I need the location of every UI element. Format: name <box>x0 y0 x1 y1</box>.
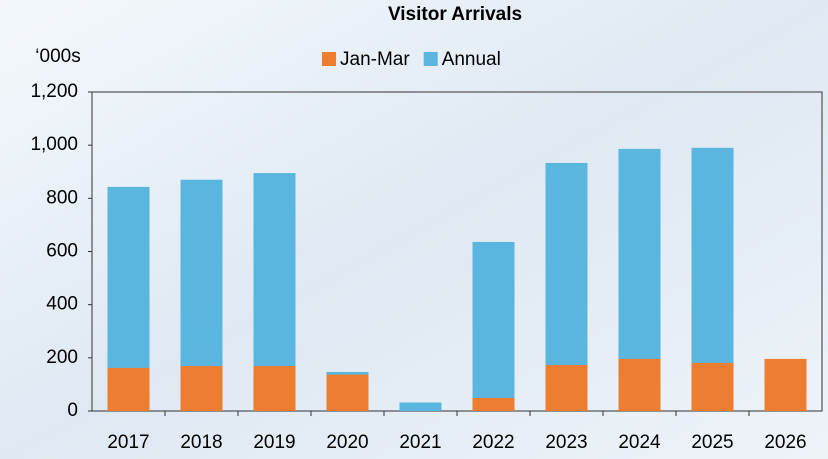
bar <box>253 366 296 411</box>
bar <box>618 358 661 411</box>
x-tick-label: 2024 <box>618 432 661 453</box>
y-tick-label: 800 <box>46 187 78 208</box>
x-tick-label: 2018 <box>180 432 222 453</box>
x-tick-label: 2017 <box>107 432 149 453</box>
legend-swatch <box>322 52 336 66</box>
chart-title: Visitor Arrivals <box>388 4 522 25</box>
bar <box>399 402 442 411</box>
y-unit: ‘000s <box>35 46 80 67</box>
x-tick-label: 2025 <box>691 432 733 453</box>
bar <box>545 365 588 411</box>
bar <box>107 367 150 411</box>
y-tick-label: 1,000 <box>30 134 78 155</box>
x-tick-label: 2019 <box>253 432 295 453</box>
bar <box>472 397 515 411</box>
bar <box>180 366 223 411</box>
y-tick-label: 200 <box>46 347 78 368</box>
x-tick-label: 2022 <box>472 432 514 453</box>
x-tick-label: 2026 <box>764 432 806 453</box>
bar <box>472 241 515 411</box>
legend-label: Annual <box>442 49 501 70</box>
y-tick-label: 0 <box>67 400 78 421</box>
x-tick-label: 2021 <box>399 432 441 453</box>
legend-swatch <box>423 52 438 66</box>
bar <box>326 374 369 411</box>
x-tick-label: 2023 <box>545 432 587 453</box>
y-tick-label: 600 <box>46 241 78 262</box>
legend-label: Jan-Mar <box>340 49 410 70</box>
y-tick-label: 1,200 <box>30 81 78 102</box>
y-tick-label: 400 <box>46 294 78 315</box>
bar <box>691 362 734 411</box>
x-tick-label: 2020 <box>326 432 368 453</box>
bar <box>764 358 807 411</box>
